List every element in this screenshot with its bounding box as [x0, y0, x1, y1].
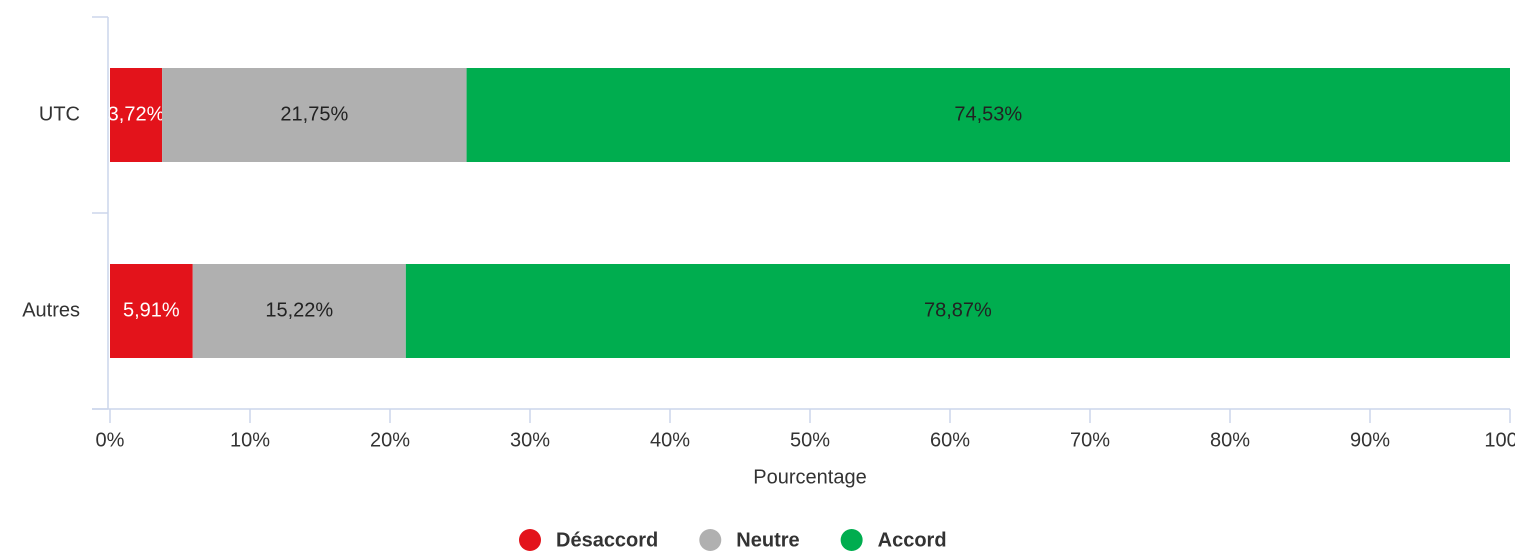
bar-segment: [162, 68, 467, 162]
legend-label: Neutre: [736, 529, 799, 551]
x-tick-label: 20%: [370, 429, 410, 451]
data-label: 5,91%: [123, 299, 180, 321]
legend-marker: [519, 529, 541, 551]
data-label: 78,87%: [924, 299, 992, 321]
bar-segment: [110, 264, 193, 358]
data-label: 3,72%: [108, 103, 165, 125]
data-label: 74,53%: [954, 103, 1022, 125]
y-tick-label: UTC: [39, 103, 80, 125]
bar-segment: [405, 264, 1510, 358]
x-tick-label: 100%: [1484, 429, 1515, 451]
x-tick-label: 70%: [1070, 429, 1110, 451]
data-label: 21,75%: [280, 103, 348, 125]
bar-segment: [110, 68, 163, 162]
data-label: 15,22%: [265, 299, 333, 321]
x-tick-label: 40%: [650, 429, 690, 451]
y-tick-label: Autres: [22, 299, 80, 321]
x-tick-label: 60%: [930, 429, 970, 451]
x-axis-title: Pourcentage: [753, 466, 866, 488]
legend-label: Désaccord: [556, 529, 658, 551]
x-tick-label: 10%: [230, 429, 270, 451]
legend-marker: [840, 529, 863, 551]
x-tick-label: 50%: [790, 429, 830, 451]
x-tick-label: 80%: [1210, 429, 1250, 451]
x-tick-label: 90%: [1350, 429, 1390, 451]
x-tick-label: 0%: [96, 429, 125, 451]
x-tick-label: 30%: [510, 429, 550, 451]
bar-segment: [192, 264, 406, 358]
legend-label: Accord: [878, 529, 947, 551]
bar-segment: [466, 68, 1511, 162]
legend-marker: [699, 529, 722, 551]
